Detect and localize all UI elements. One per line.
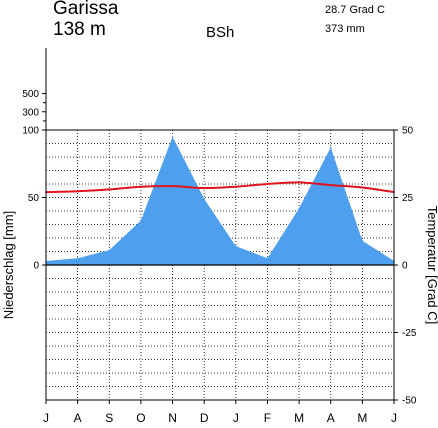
temperature-point [203,187,205,189]
temp-tick-label: -25 [402,328,417,339]
precipitation-point [108,249,111,251]
precipitation-point [171,135,174,138]
precipitation-point [76,257,79,260]
temperature-point [298,181,300,184]
month-label: J [43,411,49,425]
temperature-point [329,184,332,186]
temperature-point [361,186,364,189]
axis-ticks: 0 50 100 300 500 -50 -25 0 25 50 J A S O N D J F M A M J [22,89,417,425]
temperature-point [108,188,111,191]
month-label: J [233,411,239,425]
mean-temperature: 28.7 Grad C [325,4,385,16]
temperature-axis-label: Temperatur [Grad C] [425,206,438,325]
station-name: Garissa [53,0,119,19]
precipitation-axis-label: Niederschlag [mm] [1,211,16,319]
precip-tick-label: 50 [28,193,40,204]
annual-precipitation: 373 mm [325,23,365,35]
precipitation-area [46,136,394,265]
temp-tick-label: 50 [402,126,414,137]
temp-tick-label: 25 [402,193,414,204]
temp-tick-label: 0 [402,261,408,272]
precip-tick-label-upper: 300 [22,107,39,118]
temperature-point [140,185,142,188]
month-label: A [327,411,335,425]
temperature-point [76,190,79,193]
temperature-point [171,185,174,187]
month-label: A [74,411,82,425]
month-label: N [168,411,177,425]
precipitation-point [140,219,142,222]
precipitation-point [361,239,364,242]
temp-tick-label: -50 [402,396,417,407]
station-elevation: 138 m [53,19,106,40]
precip-tick-label: 0 [33,261,39,272]
month-label: F [264,411,271,425]
precip-tick-label: 100 [22,126,39,137]
temperature-point [266,183,269,185]
precipitation-point [266,257,269,260]
month-label: O [136,411,145,425]
month-label: J [391,411,397,425]
precip-tick-label-upper: 500 [22,89,39,100]
month-label: M [357,411,367,425]
precipitation-point [235,245,237,247]
axis-labels: Niederschlag [mm] Temperatur [Grad C] [1,206,438,325]
precipitation-series [45,135,395,265]
month-label: D [200,411,209,425]
precipitation-point [329,146,332,149]
climate-class: BSh [206,24,235,41]
precipitation-point [203,198,205,200]
temperature-line [45,181,395,194]
month-label: M [294,411,304,425]
temperature-point [235,185,237,188]
precipitation-point [298,207,300,210]
temperature-series [45,181,395,194]
month-label: S [105,411,113,425]
